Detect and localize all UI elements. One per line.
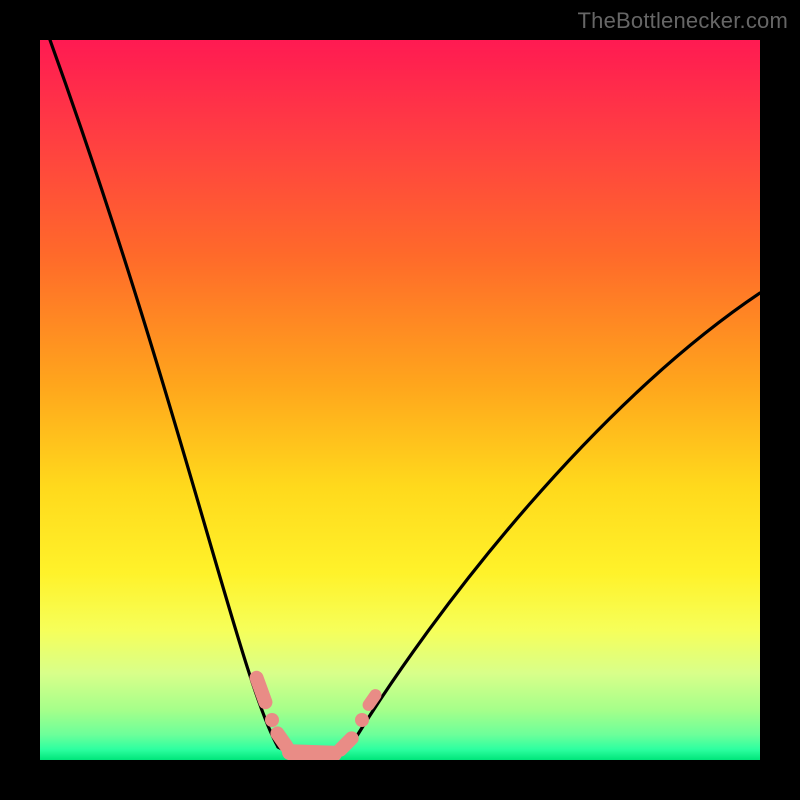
watermark-text: TheBottlenecker.com <box>578 8 788 34</box>
gradient-background <box>40 40 760 760</box>
plot-area <box>40 40 760 760</box>
chart-container: TheBottlenecker.com <box>0 0 800 800</box>
plot-svg <box>40 40 760 760</box>
marker-circle-5 <box>355 713 369 727</box>
marker-circle-1 <box>265 713 279 727</box>
marker-capsule-3 <box>282 744 343 760</box>
